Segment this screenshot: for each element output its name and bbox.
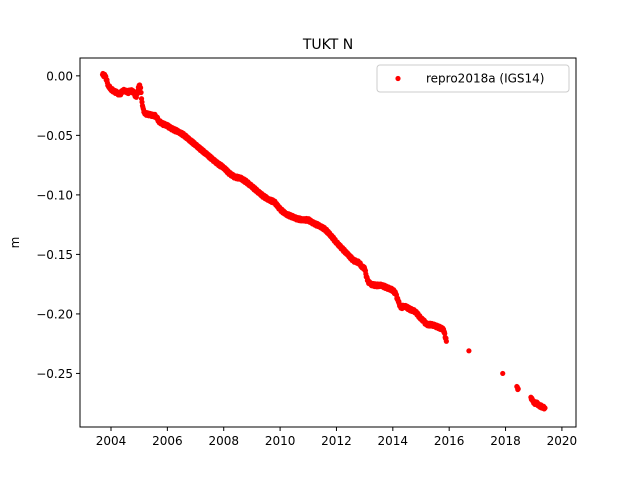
x-tick-label: 2010 (265, 434, 296, 448)
data-point (443, 335, 449, 341)
legend: repro2018a (IGS14) (376, 64, 570, 93)
data-point (137, 85, 143, 91)
data-point (541, 405, 548, 411)
legend-marker (395, 75, 401, 82)
x-tick-label: 2014 (378, 434, 409, 448)
chart-title: TUKT N (302, 37, 353, 53)
x-tick-label: 2018 (490, 434, 521, 448)
y-tick-label: −0.10 (36, 188, 73, 202)
x-axis: 2004 2006 2008 2010 2012 2014 2016 2018 2020 (96, 427, 577, 448)
data-point (138, 89, 144, 96)
data-point (442, 330, 448, 337)
data-point (500, 370, 506, 377)
data-point (515, 386, 521, 393)
legend-box (376, 64, 570, 93)
x-tick-label: 2020 (547, 434, 578, 448)
y-axis-label: m (8, 237, 22, 249)
y-tick-label: 0.00 (46, 69, 73, 83)
plot-frame (79, 57, 577, 428)
data-point (138, 96, 145, 102)
data-points (99, 70, 548, 412)
x-tick-label: 2006 (152, 434, 183, 448)
x-tick-label: 2016 (434, 434, 465, 448)
x-tick-label: 2008 (208, 434, 239, 448)
data-point (466, 348, 472, 354)
x-tick-label: 2004 (96, 434, 127, 448)
y-tick-label: −0.20 (36, 307, 73, 321)
y-tick-label: −0.15 (36, 248, 73, 262)
y-axis: 0.00 −0.05 −0.10 −0.15 −0.20 −0.25 (36, 69, 80, 381)
x-tick-label: 2012 (321, 434, 352, 448)
y-tick-label: −0.05 (36, 129, 73, 143)
legend-entry: repro2018a (IGS14) (426, 72, 544, 86)
y-tick-label: −0.25 (36, 367, 73, 381)
data-point (140, 104, 146, 111)
